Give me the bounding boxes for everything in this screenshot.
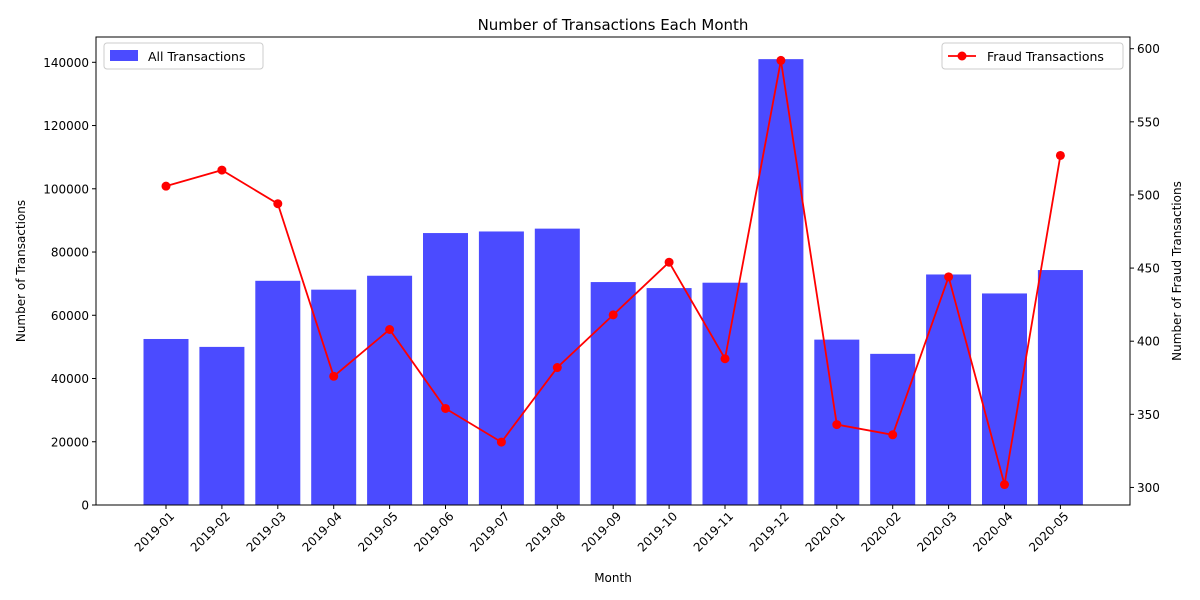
x-tick-label: 2019-01 bbox=[132, 509, 177, 554]
x-axis-label: Month bbox=[594, 571, 632, 585]
fraud-point-2019-03 bbox=[273, 199, 283, 209]
bar-2019-07 bbox=[478, 231, 524, 506]
y-left-axis-label: Number of Transactions bbox=[14, 200, 28, 342]
x-tick-label: 2020-05 bbox=[1026, 509, 1071, 554]
fraud-point-2019-09 bbox=[608, 310, 618, 320]
x-tick-label: 2019-06 bbox=[411, 509, 456, 554]
y-right-tick-label: 600 bbox=[1137, 42, 1160, 56]
x-tick-label: 2019-04 bbox=[299, 509, 344, 554]
x-tick-label: 2019-10 bbox=[635, 509, 680, 554]
fraud-point-2020-02 bbox=[888, 430, 898, 440]
x-tick-label: 2019-08 bbox=[523, 509, 568, 554]
bar-2020-04 bbox=[982, 293, 1027, 505]
fraud-point-2020-01 bbox=[832, 420, 842, 430]
legend-swatch-bar bbox=[110, 50, 138, 61]
y-left-tick-label: 0 bbox=[81, 499, 89, 513]
y-left-tick-label: 40000 bbox=[51, 372, 89, 386]
fraud-point-2019-05 bbox=[385, 325, 395, 334]
fraud-point-2019-07 bbox=[496, 437, 506, 447]
line-series bbox=[161, 55, 1065, 490]
x-tick-label: 2020-02 bbox=[858, 509, 903, 554]
fraud-point-2020-04 bbox=[1000, 480, 1009, 490]
bar-2019-03 bbox=[255, 280, 301, 505]
fraud-point-2020-03 bbox=[944, 272, 954, 282]
x-tick-label: 2020-01 bbox=[803, 509, 848, 554]
x-tick-label: 2019-03 bbox=[244, 509, 289, 554]
bar-2020-03 bbox=[926, 274, 972, 505]
y-right-tick-label: 400 bbox=[1137, 335, 1160, 349]
y-right-axis-ticks: 300 350 400 450 500 550 600 bbox=[1130, 42, 1160, 495]
y-right-tick-label: 350 bbox=[1137, 408, 1160, 422]
legend-label: Fraud Transactions bbox=[987, 49, 1104, 64]
x-tick-label: 2020-03 bbox=[914, 509, 959, 554]
y-left-tick-label: 20000 bbox=[51, 435, 89, 449]
x-tick-label: 2020-04 bbox=[970, 509, 1015, 554]
legend-label: All Transactions bbox=[148, 49, 246, 64]
y-left-tick-label: 80000 bbox=[51, 246, 89, 260]
bar-2019-06 bbox=[423, 233, 468, 505]
fraud-point-2019-10 bbox=[664, 257, 674, 267]
bar-2019-05 bbox=[367, 275, 413, 505]
legend-box bbox=[103, 42, 264, 70]
x-tick-label: 2019-11 bbox=[691, 509, 736, 554]
y-left-tick-label: 120000 bbox=[43, 119, 89, 133]
y-left-tick-label: 60000 bbox=[51, 309, 89, 323]
legend-swatch-marker bbox=[957, 51, 967, 61]
y-left-tick-label: 100000 bbox=[43, 182, 89, 196]
fraud-point-2019-11 bbox=[720, 354, 730, 364]
x-tick-label: 2019-05 bbox=[355, 509, 400, 554]
bar-2020-02 bbox=[870, 353, 916, 505]
y-right-tick-label: 300 bbox=[1137, 481, 1160, 495]
bar-2019-04 bbox=[311, 289, 357, 505]
bar-series bbox=[143, 59, 1083, 506]
x-tick-label: 2019-12 bbox=[747, 509, 792, 554]
bar-2019-12 bbox=[758, 59, 804, 506]
bar-2019-02 bbox=[199, 346, 245, 505]
x-tick-label: 2019-07 bbox=[467, 509, 512, 554]
x-tick-label: 2019-09 bbox=[579, 509, 624, 554]
bar-2019-11 bbox=[702, 282, 748, 505]
y-right-tick-label: 500 bbox=[1137, 188, 1160, 202]
y-left-tick-label: 140000 bbox=[43, 56, 89, 70]
legend-box bbox=[941, 42, 1124, 70]
fraud-point-2019-04 bbox=[329, 371, 339, 381]
x-axis-ticks: 2019-01 2019-02 2019-03 2019-04 2019-05 2019-… bbox=[132, 505, 1072, 555]
bar-2020-05 bbox=[1037, 270, 1083, 505]
bar-2019-10 bbox=[646, 288, 692, 505]
legend-all-transactions: All Transactions bbox=[103, 42, 264, 70]
x-tick-label: 2019-02 bbox=[188, 509, 233, 554]
chart-title: Number of Transactions Each Month bbox=[478, 16, 749, 34]
fraud-point-2019-01 bbox=[161, 181, 171, 191]
fraud-point-2019-06 bbox=[441, 403, 450, 413]
y-right-tick-label: 550 bbox=[1137, 115, 1160, 129]
legend-fraud-transactions: Fraud Transactions bbox=[941, 42, 1124, 70]
y-left-axis-ticks: 0 20000 40000 60000 80000 100000 120000 140000 bbox=[43, 56, 96, 513]
y-right-axis-label: Number of Fraud Transactions bbox=[1170, 181, 1184, 361]
fraud-point-2019-12 bbox=[776, 55, 786, 65]
y-right-tick-label: 450 bbox=[1137, 262, 1160, 276]
fraud-point-2020-05 bbox=[1055, 150, 1065, 160]
fraud-point-2019-08 bbox=[552, 363, 562, 373]
fraud-point-2019-02 bbox=[217, 165, 227, 175]
bar-2019-01 bbox=[143, 338, 189, 505]
